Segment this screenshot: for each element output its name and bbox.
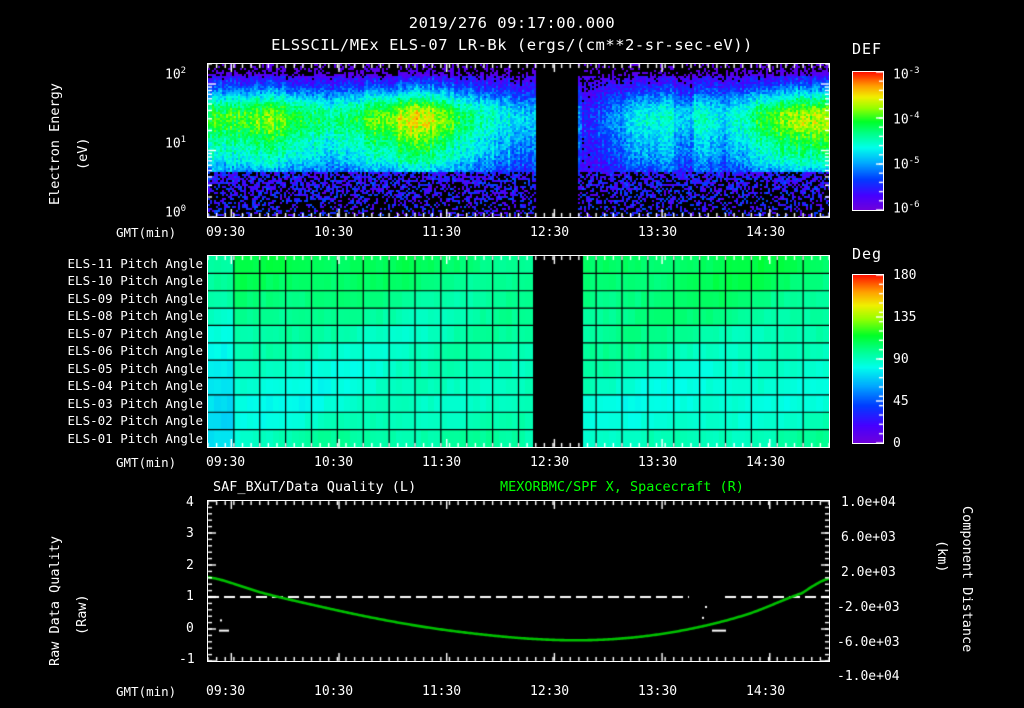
panel2-xtick-3: 12:30 (530, 455, 570, 470)
panel2-xtick-5: 14:30 (746, 455, 786, 470)
panel3-xtick-1: 10:30 (314, 684, 354, 699)
deg-colorbar-tick-0: 180 (893, 268, 917, 283)
panel3-xtick-0: 09:30 (206, 684, 246, 699)
panel1-xtick-4: 13:30 (638, 225, 678, 240)
panel1-xlabel: GMT(min) (116, 225, 177, 240)
pitch-row-label-6: ELS-05 Pitch Angle (67, 361, 203, 376)
panel3-ytick-right-0: 1.0e+04 (841, 495, 896, 510)
panel3-xtick-2: 11:30 (422, 684, 462, 699)
panel3-ytick-right-1: 6.0e+03 (841, 530, 896, 545)
panel1-xtick-3: 12:30 (530, 225, 570, 240)
panel1-tick-marks (207, 63, 830, 218)
panel2-xtick-4: 13:30 (638, 455, 678, 470)
pitch-row-label-1: ELS-10 Pitch Angle (67, 273, 203, 288)
panel3-xtick-5: 14:30 (746, 684, 786, 699)
deg-colorbar-tick-3: 45 (893, 394, 909, 409)
panel1-xtick-5: 14:30 (746, 225, 786, 240)
panel3-xlabel: GMT(min) (116, 684, 177, 699)
panel2-xtick-0: 09:30 (206, 455, 246, 470)
pitch-row-label-10: ELS-01 Pitch Angle (67, 431, 203, 446)
dataset-subtitle: ELSSCIL/MEx ELS-07 LR-Bk (ergs/(cm**2-sr… (271, 36, 753, 54)
pitch-row-label-8: ELS-03 Pitch Angle (67, 396, 203, 411)
def-colorbar-tick-1: 10-4 (893, 111, 920, 128)
def-colorbar-ticks (852, 71, 884, 211)
deg-colorbar-tick-1: 135 (893, 310, 917, 325)
panel3-ytick-right-5: -1.0e+04 (837, 669, 900, 684)
deg-colorbar-tick-4: 0 (893, 436, 901, 451)
pitch-row-label-3: ELS-08 Pitch Angle (67, 308, 203, 323)
def-colorbar-tick-2: 10-5 (893, 156, 920, 173)
panel3-ytick-left-5: -1 (179, 652, 195, 667)
pitch-row-label-0: ELS-11 Pitch Angle (67, 256, 203, 271)
def-colorbar-title: DEF (852, 40, 883, 58)
pitch-row-label-4: ELS-07 Pitch Angle (67, 326, 203, 341)
panel3-ytick-right-2: 2.0e+03 (841, 565, 896, 580)
panel3-ytick-left-0: 4 (186, 495, 194, 510)
panel1-ytick-2: 100 (165, 204, 187, 221)
panel1-xtick-1: 10:30 (314, 225, 354, 240)
panel3-tick-marks (207, 500, 830, 662)
pitch-row-label-2: ELS-09 Pitch Angle (67, 291, 203, 306)
panel1-xtick-0: 09:30 (206, 225, 246, 240)
panel1-xtick-2: 11:30 (422, 225, 462, 240)
panel1-ytick-0: 102 (165, 66, 187, 83)
panel2-tick-marks (207, 255, 830, 448)
def-exp-0: -3 (908, 66, 920, 76)
panel3-ytick-right-4: -6.0e+03 (837, 635, 900, 650)
panel3-ylabel-left: Raw Data Quality (47, 535, 63, 666)
page-subtitle: ELSSCIL/MEx ELS-07 LR-Bk (ergs/(cm**2-sr… (0, 36, 1024, 54)
panel3-xtick-4: 13:30 (638, 684, 678, 699)
panel3-ytick-right-3: -2.0e+03 (837, 600, 900, 615)
panel3-ytick-left-3: 1 (186, 589, 194, 604)
panel3-ylabel-left-units: (Raw) (74, 594, 90, 635)
panel2-xlabel: GMT(min) (116, 455, 177, 470)
pitch-row-label-7: ELS-04 Pitch Angle (67, 378, 203, 393)
def-colorbar-tick-3: 10-6 (893, 200, 920, 217)
def-exp-2: -5 (908, 156, 920, 166)
panel3-ylabel-right: Component Distance (959, 506, 975, 653)
def-colorbar-tick-0: 10-3 (893, 66, 920, 83)
page-title: 2019/276 09:17:00.000 (0, 14, 1024, 32)
def-exp-3: -6 (908, 200, 920, 210)
panel-pitch-angle: ELS-11 Pitch Angle ELS-10 Pitch Angle EL… (67, 245, 917, 470)
deg-colorbar-tick-2: 90 (893, 352, 909, 367)
panel3-ytick-left-2: 2 (186, 558, 194, 573)
panel3-ylabel-right-units: (km) (934, 540, 950, 573)
panel2-xtick-2: 11:30 (422, 455, 462, 470)
panel3-title-left: SAF_BXuT/Data Quality (L) (213, 479, 417, 495)
deg-colorbar-title: Deg (852, 245, 883, 263)
deg-colorbar-ticks (852, 274, 884, 444)
panel3-xtick-3: 12:30 (530, 684, 570, 699)
panel3-title-right: MEXORBMC/SPF X, Spacecraft (R) (500, 479, 744, 495)
panel1-ytick-exp-2: 0 (180, 204, 187, 214)
def-exp-1: -4 (908, 111, 920, 121)
panel1-ytick-1: 101 (165, 135, 187, 152)
pitch-row-label-9: ELS-02 Pitch Angle (67, 413, 203, 428)
pitch-row-label-5: ELS-06 Pitch Angle (67, 343, 203, 358)
panel3-ytick-left-4: 0 (186, 621, 194, 636)
panel1-ytick-exp-1: 1 (180, 135, 187, 145)
panel2-xtick-1: 10:30 (314, 455, 354, 470)
timestamp-title: 2019/276 09:17:00.000 (408, 14, 616, 32)
panel3-ytick-left-1: 3 (186, 526, 194, 541)
panel1-ytick-exp-0: 2 (180, 66, 187, 76)
